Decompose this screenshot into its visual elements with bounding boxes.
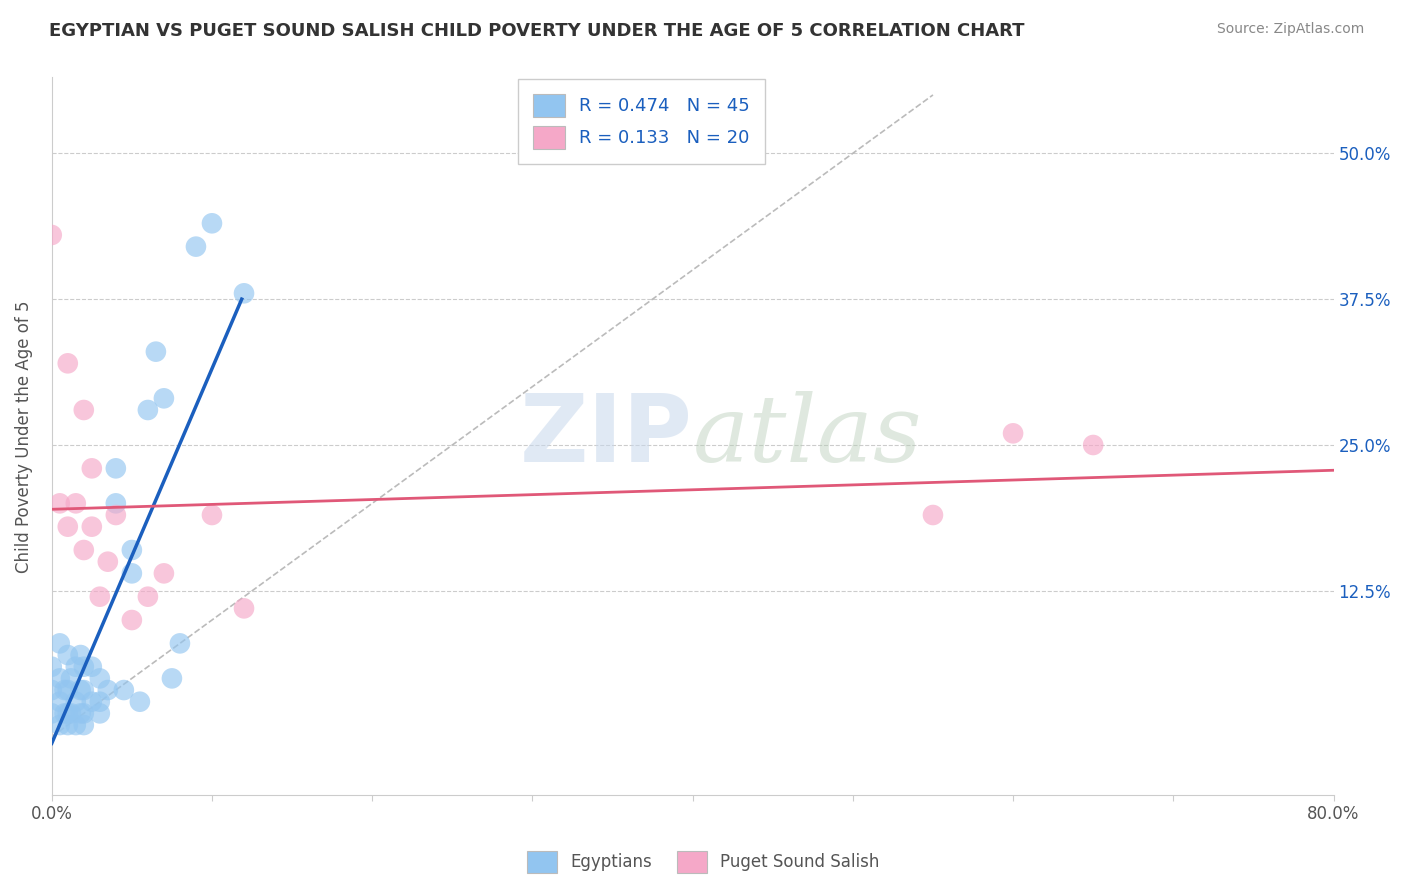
Point xyxy=(233,601,256,615)
Point xyxy=(65,659,87,673)
Point xyxy=(41,706,63,721)
Point xyxy=(53,706,76,721)
Point xyxy=(233,286,256,301)
Point xyxy=(136,403,159,417)
Point xyxy=(73,543,96,558)
Point xyxy=(160,672,183,686)
Point xyxy=(169,636,191,650)
Point xyxy=(73,706,96,721)
Legend: Egyptians, Puget Sound Salish: Egyptians, Puget Sound Salish xyxy=(520,845,886,880)
Point xyxy=(80,519,103,533)
Point xyxy=(104,496,127,510)
Point xyxy=(49,636,72,650)
Point xyxy=(128,695,150,709)
Point xyxy=(201,216,224,230)
Point xyxy=(121,566,143,581)
Point xyxy=(136,590,159,604)
Point xyxy=(41,227,63,242)
Point xyxy=(104,461,127,475)
Point xyxy=(41,659,63,673)
Point xyxy=(56,683,79,698)
Point xyxy=(89,695,111,709)
Point xyxy=(104,508,127,522)
Point xyxy=(69,683,91,698)
Text: EGYPTIAN VS PUGET SOUND SALISH CHILD POVERTY UNDER THE AGE OF 5 CORRELATION CHAR: EGYPTIAN VS PUGET SOUND SALISH CHILD POV… xyxy=(49,22,1025,40)
Point xyxy=(69,706,91,721)
Point xyxy=(59,706,82,721)
Point xyxy=(49,672,72,686)
Point xyxy=(73,659,96,673)
Point xyxy=(922,508,945,522)
Point xyxy=(49,496,72,510)
Point xyxy=(89,706,111,721)
Point xyxy=(201,508,224,522)
Point xyxy=(56,648,79,662)
Point xyxy=(56,718,79,732)
Point xyxy=(112,683,135,698)
Point xyxy=(145,344,167,359)
Point xyxy=(65,718,87,732)
Point xyxy=(73,403,96,417)
Point xyxy=(89,590,111,604)
Text: Source: ZipAtlas.com: Source: ZipAtlas.com xyxy=(1216,22,1364,37)
Point xyxy=(59,672,82,686)
Text: ZIP: ZIP xyxy=(520,391,693,483)
Point xyxy=(121,613,143,627)
Point xyxy=(56,706,79,721)
Point xyxy=(121,543,143,558)
Point xyxy=(153,392,176,406)
Point xyxy=(69,648,91,662)
Point xyxy=(80,461,103,475)
Point xyxy=(97,683,120,698)
Point xyxy=(65,695,87,709)
Point xyxy=(49,695,72,709)
Y-axis label: Child Poverty Under the Age of 5: Child Poverty Under the Age of 5 xyxy=(15,300,32,573)
Point xyxy=(80,659,103,673)
Point xyxy=(153,566,176,581)
Point xyxy=(89,672,111,686)
Point xyxy=(56,519,79,533)
Point xyxy=(184,239,207,253)
Point xyxy=(41,683,63,698)
Point xyxy=(97,555,120,569)
Point xyxy=(53,683,76,698)
Text: atlas: atlas xyxy=(693,392,922,482)
Legend: R = 0.474   N = 45, R = 0.133   N = 20: R = 0.474 N = 45, R = 0.133 N = 20 xyxy=(517,79,765,163)
Point xyxy=(73,718,96,732)
Point xyxy=(1083,438,1105,452)
Point xyxy=(65,496,87,510)
Point xyxy=(80,695,103,709)
Point xyxy=(73,683,96,698)
Point xyxy=(1002,426,1025,441)
Point xyxy=(49,718,72,732)
Point xyxy=(56,356,79,370)
